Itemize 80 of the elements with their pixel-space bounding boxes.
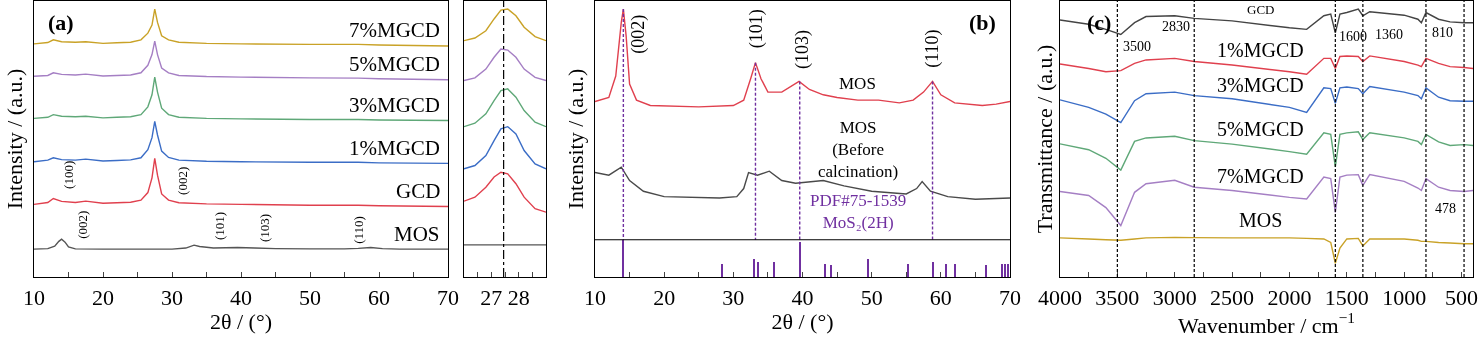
series-label: PDF#75-1539 MoS₂(2H) xyxy=(810,191,907,233)
x-tick-label: 10 xyxy=(23,284,45,310)
y-axis-title: Intensity / (a.u.) xyxy=(562,68,588,210)
x-tick-label: 30 xyxy=(722,284,745,310)
x-tick-label: 50 xyxy=(299,284,321,310)
series-label: MOS (Before calcination) xyxy=(818,118,899,182)
x-tick-label: 70 xyxy=(999,284,1021,310)
x-tick-label: 60 xyxy=(368,284,390,310)
ref-line-label: 2830 xyxy=(1162,19,1190,34)
x-tick-label: 70 xyxy=(437,284,459,310)
series-label: MOS xyxy=(394,222,440,246)
series-label: GCD xyxy=(1247,2,1275,17)
bar xyxy=(721,264,723,277)
y-axis-title: Intensity / (a.u.) xyxy=(1,68,27,210)
bar xyxy=(985,265,987,277)
bar xyxy=(932,262,934,277)
bar xyxy=(773,262,775,277)
bar xyxy=(907,264,909,277)
annotation: (002) xyxy=(174,166,190,195)
series-label: GCD xyxy=(396,179,441,203)
annotation: (101) xyxy=(211,211,227,241)
annotation: (103) xyxy=(791,30,813,70)
ref-line-label: 478 xyxy=(1435,201,1456,216)
bar xyxy=(824,264,826,277)
x-axis-title: Wavenumber / cm$^{−1}$ xyxy=(1177,309,1356,338)
annotation: (110) xyxy=(922,29,944,68)
annotation: (002) xyxy=(628,14,650,54)
series-label: MOS xyxy=(1239,209,1283,231)
x-tick-label: 20 xyxy=(92,284,114,310)
x-tick-label: 1000 xyxy=(1382,284,1427,310)
bar xyxy=(622,240,624,277)
x-axis-title: 2θ / (°) xyxy=(771,309,834,335)
x-tick-label: 27 xyxy=(480,284,503,310)
x-tick-label: 28 xyxy=(507,284,530,310)
ref-line-label: 1600 xyxy=(1339,29,1367,44)
series-label: 7%MGCD xyxy=(349,18,441,42)
series-label: 1%MGCD xyxy=(349,136,441,160)
x-tick-label: 30 xyxy=(161,284,183,310)
annotation: (002) xyxy=(74,210,90,239)
x-axis-title: 2θ / (°) xyxy=(209,309,273,335)
annotation: (103) xyxy=(257,213,273,243)
bar xyxy=(757,262,759,277)
x-tick-label: 40 xyxy=(230,284,252,310)
x-tick-label: 4000 xyxy=(1038,284,1082,310)
series-label: MOS xyxy=(839,74,876,93)
x-tick-label: 40 xyxy=(791,284,814,310)
bar xyxy=(753,259,755,277)
x-tick-label: 20 xyxy=(653,284,676,310)
bar xyxy=(954,264,956,277)
series-label: 5%MGCD xyxy=(349,52,441,76)
x-tick-label: 1500 xyxy=(1324,284,1369,310)
bar xyxy=(1001,264,1003,277)
x-tick-label: 60 xyxy=(929,284,952,310)
annotation: (110) xyxy=(350,216,366,244)
series-label: 1%MGCD xyxy=(1217,39,1304,61)
bar xyxy=(1004,264,1006,277)
x-tick-label: 2500 xyxy=(1210,284,1255,310)
annotation: (b) xyxy=(969,10,996,35)
x-tick-label: 10 xyxy=(584,284,606,310)
bar xyxy=(867,259,869,277)
ref-line-label: 810 xyxy=(1432,25,1453,40)
y-axis-title: Transmittance / (a.u.) xyxy=(1032,44,1057,234)
x-tick-label: 3500 xyxy=(1095,284,1140,310)
series-label: 7%MGCD xyxy=(1217,165,1304,187)
ref-line-label: 1360 xyxy=(1375,27,1403,42)
x-tick-label: 500 xyxy=(1445,284,1479,310)
x-tick-label: 2000 xyxy=(1267,284,1312,310)
x-tick-label: 3000 xyxy=(1152,284,1197,310)
x-tick-label: 50 xyxy=(860,284,883,310)
bar xyxy=(830,265,832,277)
bar xyxy=(1007,264,1009,277)
ref-line-label: 3500 xyxy=(1123,39,1151,54)
bar xyxy=(799,242,801,277)
series-label: 5%MGCD xyxy=(1217,118,1304,140)
series-label: 3%MGCD xyxy=(349,93,441,117)
bar xyxy=(945,264,947,277)
annotation: (a) xyxy=(48,10,74,35)
annotation: (101) xyxy=(746,9,768,49)
series-label: 3%MGCD xyxy=(1217,74,1304,96)
annotation: (100) xyxy=(61,160,77,189)
